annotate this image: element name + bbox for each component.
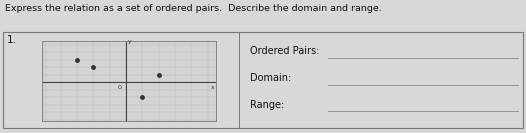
Bar bbox=[3, 32, 523, 128]
Text: Domain:: Domain: bbox=[250, 73, 291, 83]
Text: Range:: Range: bbox=[250, 100, 285, 110]
Text: y: y bbox=[128, 39, 132, 44]
Text: Express the relation as a set of ordered pairs.  Describe the domain and range.: Express the relation as a set of ordered… bbox=[5, 4, 382, 13]
Text: x: x bbox=[210, 85, 214, 90]
Text: Ordered Pairs:: Ordered Pairs: bbox=[250, 46, 319, 56]
Text: 1.: 1. bbox=[7, 35, 17, 45]
Text: O: O bbox=[117, 85, 122, 90]
